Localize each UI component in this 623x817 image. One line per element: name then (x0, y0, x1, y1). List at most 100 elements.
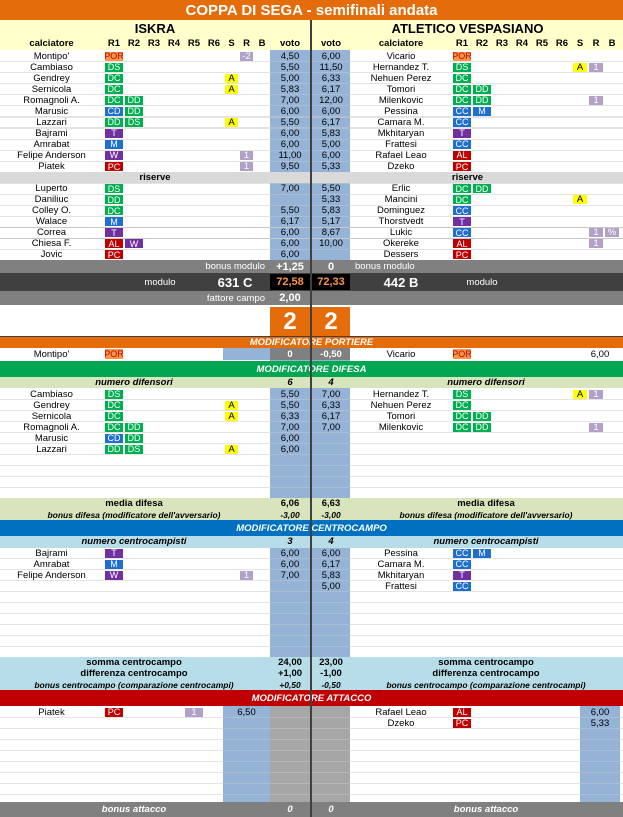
player-vote: 6,00 (280, 127, 300, 139)
reserves-label: riserve (451, 172, 484, 183)
player-name: Amrabat (33, 138, 70, 150)
role-badge: DD (125, 433, 143, 443)
role-badge: POR (105, 349, 123, 359)
role-badge: DD (105, 195, 123, 204)
role-badge: CC (453, 548, 471, 558)
r-value: 1 (589, 95, 603, 105)
summary-label: numero centrocampisti (81, 536, 187, 548)
player-vote: 6,50 (237, 706, 256, 718)
role-badge: DC (453, 95, 471, 105)
role-badge: T (453, 128, 471, 138)
role-badge: AL (453, 707, 471, 717)
player-vote: 6,17 (321, 116, 341, 128)
player-vote: 5,83 (321, 569, 341, 581)
column-header: voto (279, 38, 301, 49)
role-badge: DC (105, 411, 123, 421)
r-value: 1 (185, 707, 203, 717)
summary-value: 4 (328, 377, 334, 388)
mod-value: -0,50 (312, 348, 350, 360)
column-header: R1 (107, 38, 121, 49)
player-name: Felipe Anderson (17, 569, 86, 581)
player-vote: 5,00 (280, 72, 300, 84)
player-name: Gendrey (33, 399, 70, 411)
player-vote: 6,00 (280, 558, 300, 570)
player-name: Pessina (384, 105, 418, 117)
player-name: Vicario (386, 50, 416, 62)
summary-value: +1,00 (277, 668, 303, 679)
summary-value: 0 (287, 804, 293, 815)
mod-value: 0 (270, 348, 310, 360)
player-name: Amrabat (33, 558, 70, 570)
player-name: Camara M. (377, 116, 425, 128)
summary-label: bonus difesa (modificatore dell'avversar… (47, 509, 221, 520)
player-name: Romagnoli A. (23, 94, 80, 106)
sub-flag: A (225, 444, 238, 454)
role-badge: DD (473, 411, 491, 421)
player-name: Camara M. (377, 558, 425, 570)
summary-value: 24,00 (278, 657, 302, 668)
player-vote: 6,00 (321, 50, 341, 62)
column-header: R3 (495, 38, 509, 49)
column-header: R5 (187, 38, 201, 49)
divider (0, 336, 623, 337)
player-vote: 5,00 (321, 138, 341, 150)
summary-value: 6,06 (280, 497, 300, 509)
role-badge: T (105, 128, 123, 138)
role-badge: DC (453, 411, 471, 421)
player-name: Tomori (386, 83, 416, 95)
player-name: Milenkovic (378, 94, 424, 106)
role-badge: DC (453, 195, 471, 204)
role-badge: POR (105, 51, 123, 61)
role-badge: DS (105, 389, 123, 399)
player-name: Dzeko (387, 717, 415, 729)
role-badge: M (473, 548, 491, 558)
player-vote: 5,00 (321, 580, 341, 592)
vote-cell (223, 348, 270, 360)
column-header: R2 (475, 38, 489, 49)
player-name: Piatek (38, 706, 65, 718)
role-badge: T (453, 570, 471, 580)
player-vote: 5,83 (321, 127, 341, 139)
column-header: B (258, 38, 266, 49)
player-vote: 5,50 (280, 61, 300, 73)
player-name: Mkhitaryan (377, 127, 425, 139)
column-header: voto (320, 38, 342, 49)
summary-value: -0,50 (321, 679, 341, 690)
player-vote: 5,33 (590, 717, 610, 729)
role-badge: W (125, 239, 143, 248)
summary-value: 0 (328, 804, 334, 815)
player-name: Sernicola (31, 83, 72, 95)
player-vote: 6,00 (321, 105, 341, 117)
team-name: ISKRA (134, 21, 176, 36)
role-badge: DD (105, 117, 123, 127)
sub-flag: A (573, 389, 587, 399)
player-name: Sernicola (31, 410, 72, 422)
divider (310, 20, 312, 817)
player-vote: 7,00 (321, 388, 341, 400)
role-badge: DC (105, 400, 123, 410)
role-badge: M (105, 559, 123, 569)
role-badge: PC (453, 718, 471, 728)
player-name: Tomori (386, 410, 416, 422)
player-name: Lukic (389, 227, 413, 238)
summary-value: 0 (327, 260, 335, 273)
player-vote: 6,00 (280, 249, 300, 260)
player-name: Jovic (40, 249, 63, 260)
summary-value: 3 (287, 536, 293, 548)
r-value: -2 (240, 51, 253, 61)
r-value: 1 (589, 239, 603, 248)
role-badge: DC (453, 400, 471, 410)
column-header: R5 (535, 38, 549, 49)
player-vote: 12,00 (319, 94, 343, 106)
role-badge: DD (473, 184, 491, 193)
player-name: Marusic (34, 105, 69, 117)
summary-value: 6 (287, 377, 293, 388)
fattore-value: 2,00 (279, 292, 301, 304)
summary-value: -3,00 (280, 509, 300, 520)
player-name: Correa (36, 227, 67, 238)
player-vote: 6,00 (321, 547, 341, 559)
player-name: Rafael Leao (375, 149, 427, 161)
player-vote: 5,83 (280, 83, 300, 95)
column-header: R6 (555, 38, 569, 49)
